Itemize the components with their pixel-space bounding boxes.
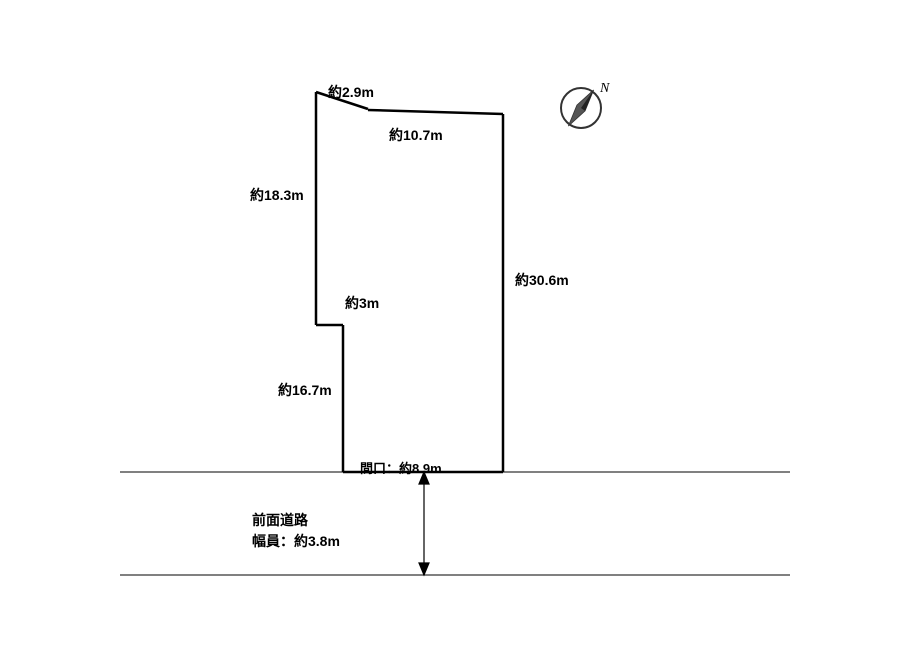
road-label: 前面道路 幅員：約3.8m [252,510,340,552]
dim-frontage: 間口：約8.9m [360,458,442,477]
dim-left-upper: 約18.3m [250,185,304,205]
road-width-arrow [419,472,429,575]
parcel-outline [316,92,503,472]
road-line2: 幅員：約3.8m [252,533,340,549]
compass-north-label: N [599,81,610,96]
dim-left-lower: 約16.7m [278,380,332,400]
compass-icon: N [561,81,610,129]
dim-notch-width: 約3m [345,293,379,313]
dim-top-long: 約10.7m [389,125,443,145]
dim-right: 約30.6m [515,270,569,290]
dim-top-short: 約2.9m [328,82,374,102]
diagram-svg: N [0,0,920,650]
road-line1: 前面道路 [252,512,308,528]
